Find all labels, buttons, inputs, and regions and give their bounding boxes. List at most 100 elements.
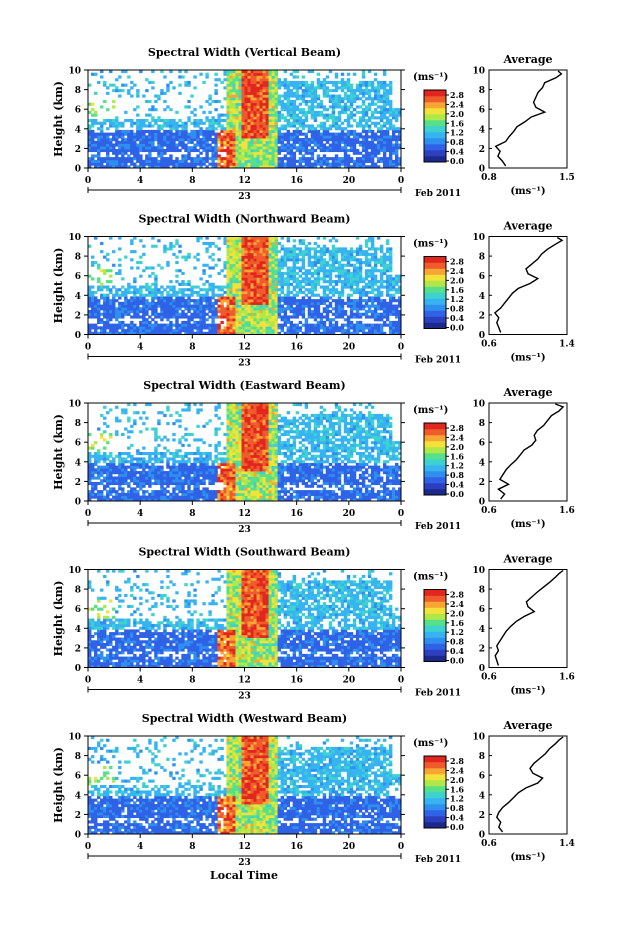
heatmap-cell	[133, 144, 136, 147]
heatmap-cell	[235, 103, 238, 106]
heatmap-cell	[368, 269, 371, 272]
avg-x-label: (ms⁻¹)	[510, 186, 545, 197]
heatmap-cell	[356, 266, 359, 269]
heatmap-cell	[317, 135, 320, 138]
heatmap-cell	[365, 242, 368, 245]
heatmap-cell	[248, 302, 251, 305]
heatmap-cell	[254, 75, 257, 78]
heatmap-cell	[311, 266, 314, 269]
heatmap-cell	[326, 329, 329, 332]
heatmap-cell	[293, 81, 296, 84]
heatmap-cell	[380, 291, 383, 294]
heatmap-cell	[329, 105, 332, 108]
heatmap-cell	[88, 496, 91, 499]
heatmap-cell	[272, 318, 275, 321]
heatmap-cell	[305, 103, 308, 106]
heatmap-cell	[133, 135, 136, 138]
heatmap-cell	[118, 321, 121, 324]
heatmap-cell	[302, 84, 305, 87]
heatmap-cell	[362, 81, 365, 84]
heatmap-cell	[251, 141, 254, 144]
heatmap-cell	[151, 266, 154, 269]
heatmap-cell	[311, 95, 314, 98]
heatmap-cell	[395, 160, 398, 163]
heatmap-cell	[88, 245, 91, 248]
heatmap-cell	[145, 135, 148, 138]
heatmap-cell	[202, 288, 205, 291]
heatmap-cell	[269, 133, 272, 136]
heatmap-cell	[184, 149, 187, 152]
heatmap-cell	[332, 122, 335, 125]
heatmap-cell	[238, 280, 241, 283]
heatmap-cell	[365, 105, 368, 108]
heatmap-cell	[254, 239, 257, 242]
heatmap-cell	[241, 296, 244, 299]
heatmap-cell	[272, 266, 275, 269]
heatmap-cell	[377, 326, 380, 329]
heatmap-cell	[347, 315, 350, 318]
heatmap-cell	[341, 81, 344, 84]
heatmap-cell	[365, 264, 368, 267]
heatmap-cell	[368, 97, 371, 100]
heatmap-cell	[371, 272, 374, 275]
heatmap-cell	[217, 146, 220, 149]
heatmap-cell	[290, 272, 293, 275]
heatmap-cell	[284, 324, 287, 327]
heatmap-cell	[97, 310, 100, 313]
heatmap-cell	[287, 84, 290, 87]
heatmap-cell	[356, 299, 359, 302]
heatmap-cell	[238, 296, 241, 299]
heatmap-cell	[371, 280, 374, 283]
heatmap-cell	[241, 269, 244, 272]
heatmap-cell	[251, 163, 254, 166]
heatmap-cell	[251, 288, 254, 291]
heatmap-cell	[344, 272, 347, 275]
heatmap-cell	[124, 299, 127, 302]
heatmap-cell	[329, 100, 332, 103]
heatmap-cell	[208, 275, 211, 278]
heatmap-cell	[365, 250, 368, 253]
heatmap-cell	[193, 310, 196, 313]
heatmap-cell	[232, 239, 235, 242]
heatmap-cell	[362, 127, 365, 130]
y-tick-label: 0	[75, 331, 81, 341]
heatmap-cell	[208, 326, 211, 329]
heatmap-cell	[386, 100, 389, 103]
heatmap-cell	[211, 288, 214, 291]
heatmap-cell	[136, 261, 139, 264]
heatmap-cell	[187, 315, 190, 318]
heatmap-cell	[238, 245, 241, 248]
heatmap-cell	[88, 135, 91, 138]
heatmap-cell	[266, 146, 269, 149]
heatmap-cell	[220, 269, 223, 272]
heatmap-cell	[257, 310, 260, 313]
heatmap-cell	[235, 313, 238, 316]
heatmap-cell	[353, 250, 356, 253]
heatmap-cell	[299, 152, 302, 155]
heatmap-cell	[136, 305, 139, 308]
heatmap-cell	[248, 130, 251, 133]
heatmap-cell	[362, 324, 365, 327]
heatmap-cell	[226, 272, 229, 275]
heatmap-cell	[293, 103, 296, 106]
heatmap-cell	[386, 247, 389, 250]
heatmap-cell	[290, 103, 293, 106]
heatmap-cell	[245, 86, 248, 89]
heatmap-cell	[365, 144, 368, 147]
heatmap-cell	[235, 130, 238, 133]
heatmap-cell	[151, 105, 154, 108]
heatmap-cell	[127, 75, 130, 78]
heatmap-cell	[314, 141, 317, 144]
heatmap-cell	[260, 105, 263, 108]
heatmap-cell	[229, 299, 232, 302]
heatmap-cell	[272, 119, 275, 122]
heatmap-cell	[251, 324, 254, 327]
heatmap-cell	[311, 141, 314, 144]
heatmap-cell	[160, 157, 163, 160]
heatmap-cell	[88, 130, 91, 133]
heatmap-cell	[356, 86, 359, 89]
heatmap-cell	[347, 264, 350, 267]
heatmap-cell	[199, 160, 202, 163]
heatmap-cell	[232, 264, 235, 267]
heatmap-cell	[341, 291, 344, 294]
